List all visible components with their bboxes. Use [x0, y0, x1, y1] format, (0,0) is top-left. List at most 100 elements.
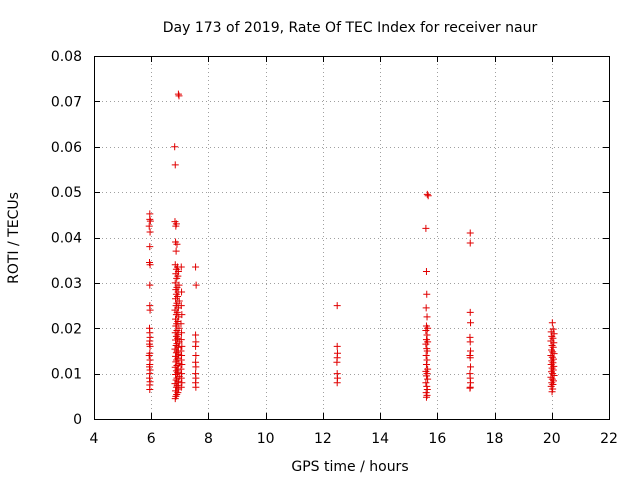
data-point	[177, 374, 185, 382]
data-point	[177, 356, 185, 364]
data-point	[423, 290, 431, 298]
data-point	[549, 359, 557, 367]
data-point	[146, 217, 154, 225]
x-axis-label: GPS time / hours	[291, 459, 408, 475]
data-point	[548, 332, 556, 340]
data-point	[192, 263, 200, 271]
data-point	[172, 295, 180, 303]
data-point	[422, 361, 430, 369]
data-point	[547, 373, 555, 381]
data-point	[550, 350, 558, 358]
data-point	[175, 351, 183, 359]
y-axis-label: ROTI / TECUs	[6, 192, 22, 284]
data-point	[422, 340, 430, 348]
x-tick-label: 18	[486, 431, 504, 447]
y-tick-label: 0.01	[51, 367, 82, 383]
data-point	[422, 372, 430, 380]
data-point	[172, 222, 180, 230]
data-point	[192, 351, 200, 359]
data-point	[422, 304, 430, 312]
data-point	[423, 313, 431, 321]
data-point	[423, 347, 431, 355]
data-point	[146, 363, 154, 371]
data-point	[173, 381, 181, 389]
data-point	[333, 302, 341, 310]
data-point	[172, 367, 180, 375]
x-tick-label: 22	[600, 431, 618, 447]
data-point	[467, 347, 475, 355]
data-point	[422, 393, 430, 401]
data-point	[171, 363, 179, 371]
data-point	[146, 342, 154, 350]
data-point	[549, 366, 557, 374]
data-point	[177, 383, 185, 391]
data-point	[171, 143, 179, 151]
data-point	[548, 375, 556, 383]
data-point	[423, 356, 431, 364]
data-point	[548, 353, 556, 361]
y-tick-label: 0.06	[51, 140, 82, 156]
data-point	[171, 161, 179, 169]
data-point	[549, 355, 557, 363]
data-point	[422, 379, 430, 387]
data-point	[424, 375, 432, 383]
data-point	[175, 92, 183, 100]
data-point	[548, 319, 556, 327]
y-tick-label: 0.03	[51, 276, 82, 292]
data-point	[467, 363, 475, 371]
data-point	[548, 379, 556, 387]
data-point	[173, 240, 181, 248]
data-point	[547, 337, 555, 345]
data-point	[466, 308, 474, 316]
data-point	[172, 332, 180, 340]
data-point	[466, 239, 474, 247]
data-point	[422, 224, 430, 232]
data-point	[333, 342, 341, 350]
data-point	[172, 358, 180, 366]
y-tick-label: 0.02	[51, 321, 82, 337]
x-tick-label: 8	[204, 431, 213, 447]
x-tick-label: 16	[428, 431, 446, 447]
x-tick-label: 4	[90, 431, 99, 447]
data-point	[174, 331, 182, 339]
data-points	[145, 90, 558, 403]
chart-title: Day 173 of 2019, Rate Of TEC Index for r…	[163, 20, 538, 36]
data-point	[177, 336, 185, 344]
data-point	[174, 90, 182, 98]
data-point	[333, 379, 341, 387]
data-point	[178, 379, 186, 387]
data-point	[548, 388, 556, 396]
data-point	[178, 329, 186, 337]
axis-ticks: 4 6 8 10 12 14 16 18 20 22 0 0.01 0.02 0.03 0.04 0.05 0.…	[51, 49, 618, 447]
data-point	[177, 365, 185, 373]
data-point	[423, 190, 431, 198]
data-point	[422, 351, 430, 359]
data-point	[173, 340, 181, 348]
data-point	[192, 383, 200, 391]
data-point	[423, 382, 431, 390]
data-point	[146, 386, 154, 394]
x-tick-label: 6	[147, 431, 156, 447]
data-point	[177, 302, 185, 310]
data-point	[547, 328, 555, 336]
data-point	[548, 357, 556, 365]
data-point	[549, 377, 557, 385]
data-point	[548, 364, 556, 372]
data-point	[550, 371, 558, 379]
data-point	[146, 215, 154, 223]
plot-frame	[94, 56, 610, 420]
data-point	[178, 342, 186, 350]
x-tick-label: 20	[543, 431, 561, 447]
y-tick-label: 0.04	[51, 231, 82, 247]
data-point	[172, 371, 180, 379]
data-point	[146, 243, 154, 251]
data-point	[178, 311, 186, 319]
data-point	[177, 347, 185, 355]
grid-lines	[94, 56, 609, 419]
data-point	[146, 374, 154, 382]
data-point	[548, 341, 556, 349]
data-point	[466, 384, 474, 392]
data-point	[192, 342, 200, 350]
data-point	[146, 306, 154, 314]
y-tick-label: 0.08	[51, 49, 82, 65]
